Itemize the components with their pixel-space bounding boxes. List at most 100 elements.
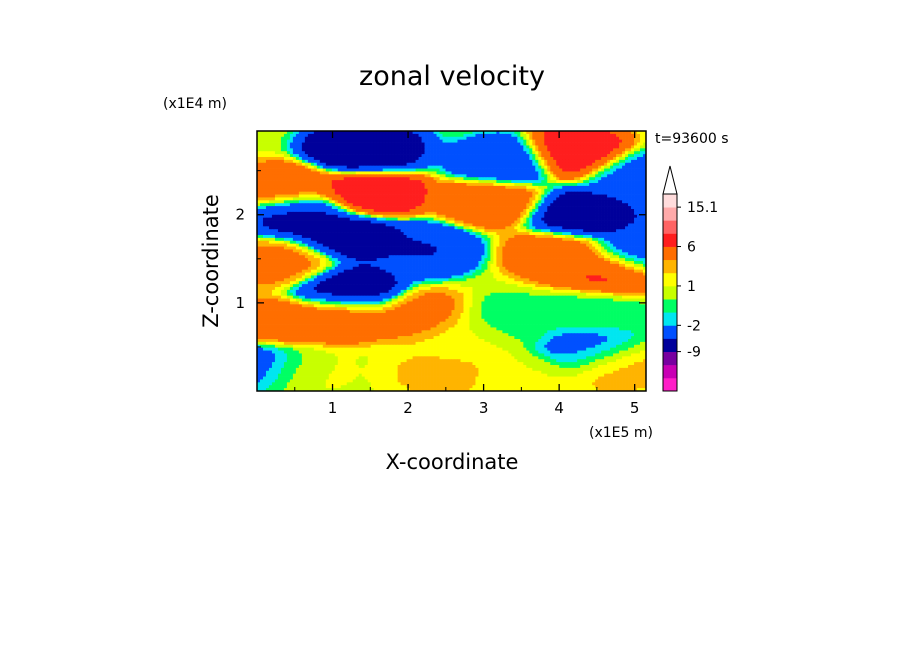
field-cell [257,148,261,152]
field-cell [436,200,440,204]
field-cell [268,142,273,146]
field-cell [532,180,536,184]
field-cell [559,157,563,161]
field-cell [433,159,437,164]
field-cell [403,220,407,224]
field-cell [544,211,548,216]
field-cell [397,194,401,198]
field-cell [313,142,318,146]
field-cell [421,229,425,233]
field-cell [457,139,461,143]
field-cell [343,171,348,175]
field-cell [391,209,395,213]
field-cell [487,235,491,239]
field-cell [610,220,614,224]
field-cell [610,203,614,207]
field-cell [415,157,419,161]
field-cell [475,148,479,152]
field-cell [262,229,267,233]
field-cell [316,168,321,172]
field-cell [562,223,566,227]
field-cell [418,211,422,216]
field-cell [298,168,303,172]
field-cell [511,191,515,195]
field-cell [403,191,407,195]
field-cell [517,220,521,224]
field-cell [421,131,425,135]
field-cell [541,145,545,149]
field-cell [268,136,273,141]
field-cell [301,229,306,233]
field-cell [325,174,330,178]
field-cell [352,223,357,227]
field-cell [271,174,276,178]
field-cell [439,157,443,161]
field-cell [421,197,425,201]
field-cell [424,217,428,221]
field-cell [343,131,348,135]
field-cell [382,174,387,178]
field-cell [601,131,605,135]
field-cell [265,206,270,210]
field-cell [622,185,626,190]
field-cell [364,157,369,161]
field-cell [442,145,446,149]
field-cell [568,131,572,135]
field-cell [490,226,494,230]
field-cell [268,191,273,195]
field-cell [271,136,276,141]
field-cell [568,209,572,213]
field-cell [373,237,378,242]
field-cell [364,232,369,236]
field-cell [457,232,461,236]
field-cell [376,174,381,178]
field-cell [257,191,261,195]
field-cell [442,229,446,233]
field-cell [367,168,372,172]
field-cell [451,154,455,158]
field-cell [325,148,330,152]
field-cell [505,168,509,172]
field-cell [568,200,572,204]
field-cell [313,131,318,135]
field-cell [295,197,300,201]
field-cell [463,214,467,219]
field-cell [391,177,395,181]
field-cell [397,139,401,143]
field-cell [403,177,407,181]
field-cell [466,194,470,198]
field-cell [361,157,366,161]
field-cell [520,154,524,158]
field-cell [277,214,282,219]
field-cell [448,203,452,207]
field-cell [325,177,330,181]
field-cell [361,226,366,230]
field-cell [442,159,446,164]
field-cell [625,220,629,224]
field-cell [328,151,333,155]
field-cell [574,145,578,149]
field-cell [340,157,345,161]
field-cell [274,131,279,135]
field-cell [613,185,617,190]
field-cell [346,191,351,195]
field-cell [628,139,632,143]
field-cell [436,177,440,181]
field-cell [469,191,473,195]
field-cell [514,229,518,233]
field-cell [451,180,455,184]
field-cell [262,131,267,135]
field-cell [373,142,378,146]
field-cell [532,191,536,195]
field-cell [280,131,285,135]
field-cell [583,183,587,187]
field-cell [523,209,527,213]
field-cell [418,200,422,204]
field-cell [439,194,443,198]
field-cell [304,142,309,146]
field-cell [463,229,467,233]
field-cell [631,209,635,213]
field-cell [535,194,539,198]
field-cell [328,139,333,143]
field-cell [265,148,270,152]
